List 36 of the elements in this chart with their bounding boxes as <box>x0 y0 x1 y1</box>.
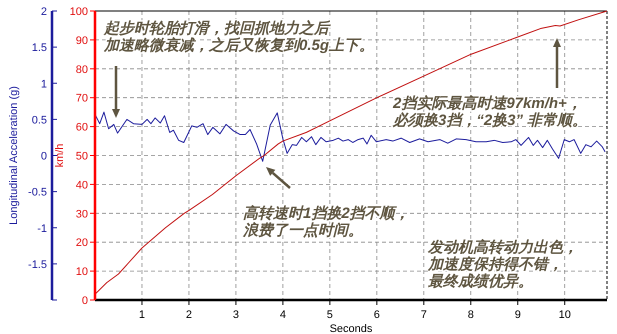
y-tick-label: 0.5 <box>32 114 47 126</box>
y-axis-title: Longitudinal Acceleration (g) <box>8 86 20 225</box>
y2-tick-label: 80 <box>76 64 88 76</box>
y-tick-label: 0 <box>40 150 47 162</box>
x-axis-title: Seconds <box>330 323 373 334</box>
x-tick-label: 5 <box>326 309 333 321</box>
y2-tick-label: 40 <box>76 179 88 192</box>
x-tick-label: 8 <box>468 309 474 321</box>
y2-tick-label: 10 <box>76 266 88 278</box>
y2-tick-label: 50 <box>76 150 88 162</box>
y2-tick-label: 0 <box>82 295 88 307</box>
x-tick-label: 1 <box>138 309 146 321</box>
y2-tick-label: 30 <box>76 208 88 220</box>
x-tick-label: 3 <box>232 309 239 321</box>
y-tick-label: 1 <box>40 78 47 90</box>
annotation: 发动机高转动力出色，加速度保持得不错，最终成绩优异。 <box>427 238 578 290</box>
y-tick-label: -0.5 <box>28 186 47 199</box>
y2-tick-label: 20 <box>76 237 88 250</box>
y-tick-label: 1.5 <box>32 42 47 54</box>
y-tick-label: -1 <box>37 222 47 235</box>
x-tick-label: 6 <box>374 309 380 321</box>
y2-tick-label: 60 <box>76 122 88 134</box>
y-tick-label: 2 <box>40 6 47 18</box>
y2-tick-label: 90 <box>76 34 88 47</box>
y2-tick-label: 100 <box>70 6 88 18</box>
x-tick-label: 10 <box>558 309 571 321</box>
x-tick-label: 4 <box>280 309 286 321</box>
x-tick-label: 2 <box>186 309 192 321</box>
x-tick-label: 9 <box>514 309 521 321</box>
x-tick-label: 7 <box>420 309 427 321</box>
y-tick-label: -1.5 <box>28 258 47 271</box>
annotation: 起步时轮胎打滑，找回抓地力之后加速略微衰减，之后又恢复到0.5g上下。 <box>103 19 374 54</box>
line-series <box>94 10 608 295</box>
y2-axis-title: km/h <box>54 144 66 168</box>
y2-tick-label: 70 <box>76 92 88 105</box>
line-series <box>94 112 606 162</box>
